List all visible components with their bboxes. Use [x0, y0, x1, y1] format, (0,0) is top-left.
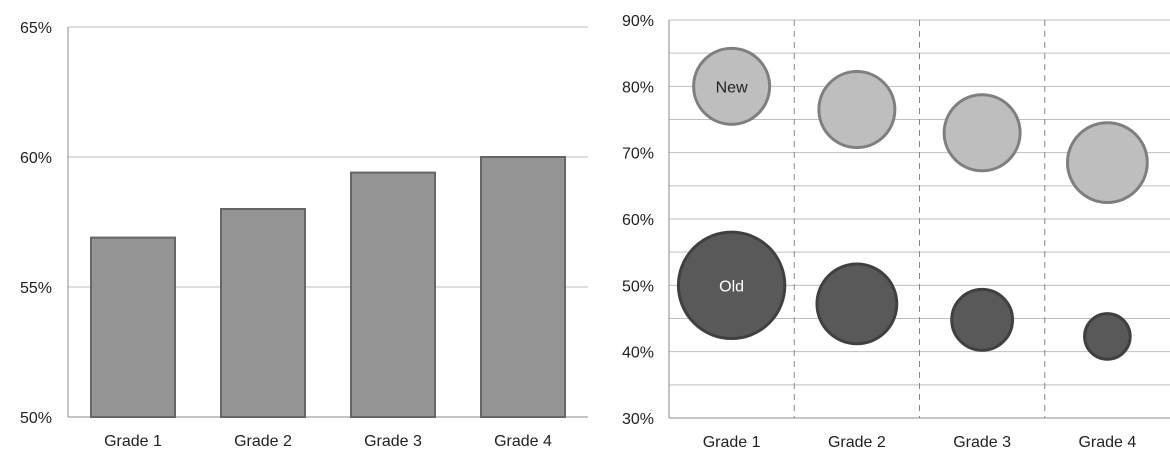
bar	[90, 236, 176, 418]
bar-x-tick-label: Grade 2	[234, 433, 292, 450]
bubble-y-tick-label: 70%	[622, 146, 654, 163]
bubble-new	[942, 93, 1022, 173]
bar	[480, 156, 566, 418]
bubble-series-label: Old	[719, 278, 744, 295]
bubble-x-tick-label: Grade 3	[953, 434, 1011, 450]
bar-chart: 50% 55% 60% 65% Grade 1 Grade 2 Grade 3 Grade 4	[20, 20, 588, 450]
bubble-y-tick-label: 30%	[622, 411, 654, 428]
bar-x-tick-label: Grade 3	[364, 433, 422, 450]
bar-y-tick-label: 60%	[20, 150, 52, 167]
bubble-series-label: New	[716, 79, 748, 96]
bar	[220, 208, 306, 418]
bubble-old	[1083, 312, 1132, 361]
bar	[350, 171, 436, 418]
bubble-y-tick-label: 40%	[622, 345, 654, 362]
bubble-new	[692, 46, 772, 126]
bubble-y-tick-label: 80%	[622, 79, 654, 96]
bar-x-tick-label: Grade 1	[104, 433, 162, 450]
bubble-new	[1065, 121, 1149, 205]
bubble-x-tick-label: Grade 1	[703, 434, 761, 450]
bar-y-tick-label: 55%	[20, 280, 52, 297]
bubble-old	[815, 262, 899, 346]
bar-y-tick-label: 65%	[20, 20, 52, 37]
bubble-old	[950, 287, 1015, 352]
bubble-y-tick-label: 50%	[622, 278, 654, 295]
bubble-old	[676, 230, 787, 341]
bubble-x-tick-label: Grade 2	[828, 434, 886, 450]
bubble-new	[817, 70, 897, 150]
bubble-chart: 30% 40% 50% 60% 70% 80% 90% New Old Grade 1 Grade …	[622, 13, 1170, 450]
bubble-y-tick-label: 60%	[622, 212, 654, 229]
bubble-x-tick-label: Grade 4	[1078, 434, 1136, 450]
bubble-y-tick-label: 90%	[622, 13, 654, 30]
bar-x-tick-label: Grade 4	[494, 433, 552, 450]
bar-y-tick-label: 50%	[20, 410, 52, 427]
